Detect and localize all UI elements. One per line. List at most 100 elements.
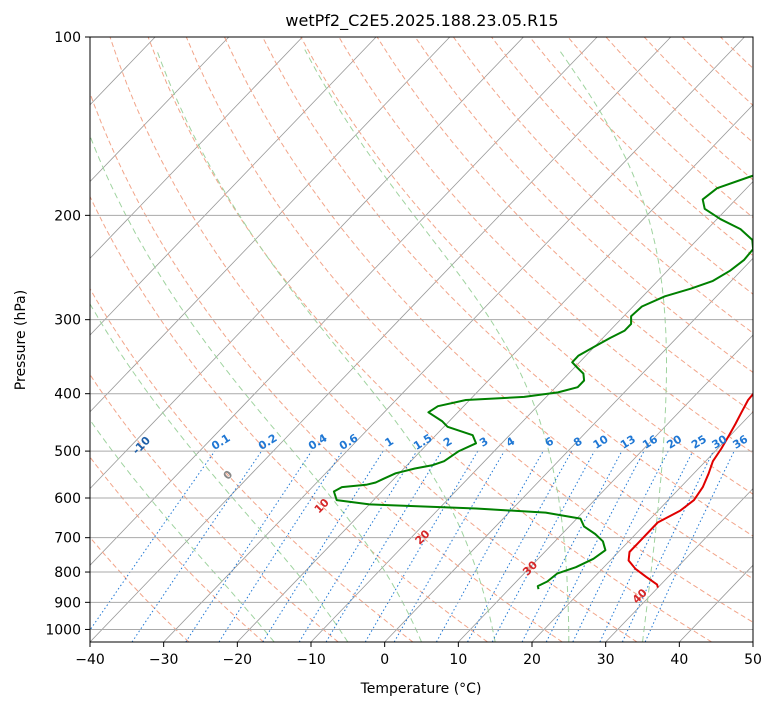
y-tick-label: 500 (54, 444, 81, 460)
isotherm-line (237, 104, 753, 642)
y-tick-label: 600 (54, 491, 81, 507)
y-tick-label: 200 (54, 208, 81, 224)
isotherm-line (90, 37, 598, 566)
x-axis-label: Temperature (°C) (360, 681, 482, 697)
y-tick-label: 700 (54, 531, 81, 547)
isotherm-line (90, 37, 303, 259)
isotherm-line (90, 37, 451, 413)
isotherm-line (605, 487, 753, 642)
dry-adiabat-line (338, 37, 753, 454)
mixing-ratio-line (90, 450, 216, 631)
x-tick-label: −30 (149, 652, 179, 668)
dry-adiabat-label: 40 (630, 586, 650, 606)
x-tick-label: 30 (597, 652, 615, 668)
dewpoint-line (332, 174, 753, 590)
x-tick-label: 10 (449, 652, 467, 668)
dry-adiabat-line (224, 37, 753, 580)
isotherm-line (0, 37, 8, 642)
x-tick-label: 20 (523, 652, 541, 668)
y-axis-label: Pressure (hPa) (13, 290, 29, 390)
y-tick-label: 300 (54, 313, 81, 329)
mixing-ratio-line (325, 450, 443, 642)
dry-adiabat-line (90, 195, 488, 642)
mixing-ratio-line (521, 450, 623, 642)
moist-adiabat-line (558, 49, 667, 642)
mixing-ratio-line (185, 450, 313, 642)
isotherm-line (90, 37, 377, 336)
dry-adiabat-line (185, 37, 753, 623)
mixing-ratio-label: 2 (441, 435, 454, 450)
y-tick-label: 800 (54, 565, 81, 581)
isotherm-line (752, 641, 753, 642)
mixing-ratio-label: 36 (730, 432, 750, 451)
y-tick-label: 1000 (45, 622, 81, 638)
isotherm-line (679, 564, 753, 642)
y-tick-label: 100 (54, 30, 81, 46)
dry-adiabat-line (759, 37, 775, 642)
mixing-ratio-line (467, 450, 573, 642)
dry-adiabat-line (90, 287, 414, 642)
x-tick-label: −10 (296, 652, 326, 668)
mixing-ratio-label: 4 (504, 434, 518, 449)
dry-adiabat-line (567, 37, 753, 219)
temperature-line (627, 392, 753, 588)
dry-adiabat-line (720, 37, 753, 69)
plot-frame (89, 36, 754, 643)
mixing-ratio-label: 25 (689, 433, 709, 452)
moist-adiabat-line (304, 49, 570, 642)
mixing-ratio-line (545, 450, 645, 642)
mixing-ratio-line (218, 450, 343, 642)
mixing-ratio-line (435, 450, 544, 642)
chart-title: wetPf2_C2E5.2025.188.23.05.R15 (285, 11, 558, 31)
isotherm-line (163, 37, 745, 642)
mixing-ratio-label: 13 (618, 433, 638, 452)
y-tick-label: 400 (54, 387, 81, 403)
mixing-ratio-line (298, 450, 418, 642)
x-tick-label: −40 (75, 652, 105, 668)
mixing-ratio-label: 1 (383, 435, 396, 450)
mixing-ratio-line (491, 450, 595, 642)
dry-adiabat-line (452, 37, 753, 334)
axis-ticks: −40 −30 −20 −10 0 10 20 30 40 50 100 200 300 400 500 60… (45, 30, 762, 668)
isotherm-line (384, 257, 753, 642)
isotherm-line (90, 37, 524, 490)
mixing-ratio-line (572, 450, 669, 642)
x-tick-label: 40 (670, 652, 688, 668)
dry-adiabat-line (90, 536, 190, 642)
dry-adiabat-line (90, 91, 563, 642)
moist-adiabat-line (156, 49, 496, 642)
isotherm-line (90, 37, 672, 642)
dry-adiabat-label: 20 (413, 527, 433, 547)
mixing-ratio-label: 1.5 (411, 431, 434, 452)
y-tick-label: 900 (54, 595, 81, 611)
mixing-ratio-line (131, 450, 263, 642)
moist-adiabat-line (90, 419, 275, 642)
mixing-ratio-line (644, 450, 735, 642)
dry-adiabat-label: -10 (130, 434, 153, 457)
isotherm-line (458, 334, 753, 642)
dry-adiabat-line (681, 37, 753, 106)
mixing-ratio-label: 6 (543, 434, 557, 449)
x-tick-label: −20 (223, 652, 253, 668)
dry-adiabat-line (414, 37, 753, 374)
dry-adiabat-line (147, 37, 712, 642)
dry-adiabat-line (262, 37, 753, 537)
moist-adiabat-line (90, 303, 349, 642)
dry-adiabat-line (109, 37, 638, 642)
x-tick-label: 50 (744, 652, 762, 668)
moist-adiabat-line (90, 134, 422, 642)
x-tick-label: 0 (380, 652, 389, 668)
mixing-ratio-line (262, 450, 384, 642)
mixing-ratio-label: 16 (640, 432, 660, 451)
dry-adiabat-line (376, 37, 753, 413)
dry-adiabat-line (90, 456, 264, 642)
isotherm-line (531, 411, 753, 642)
mixing-ratio-label: 30 (710, 432, 730, 451)
mixing-ratio-line (393, 450, 505, 642)
dry-adiabat-line (491, 37, 753, 295)
isotherm-line (90, 37, 230, 183)
data-lines (332, 174, 753, 590)
mixing-ratio-label: 3 (477, 435, 490, 450)
dry-adiabat-label: 30 (520, 558, 540, 578)
